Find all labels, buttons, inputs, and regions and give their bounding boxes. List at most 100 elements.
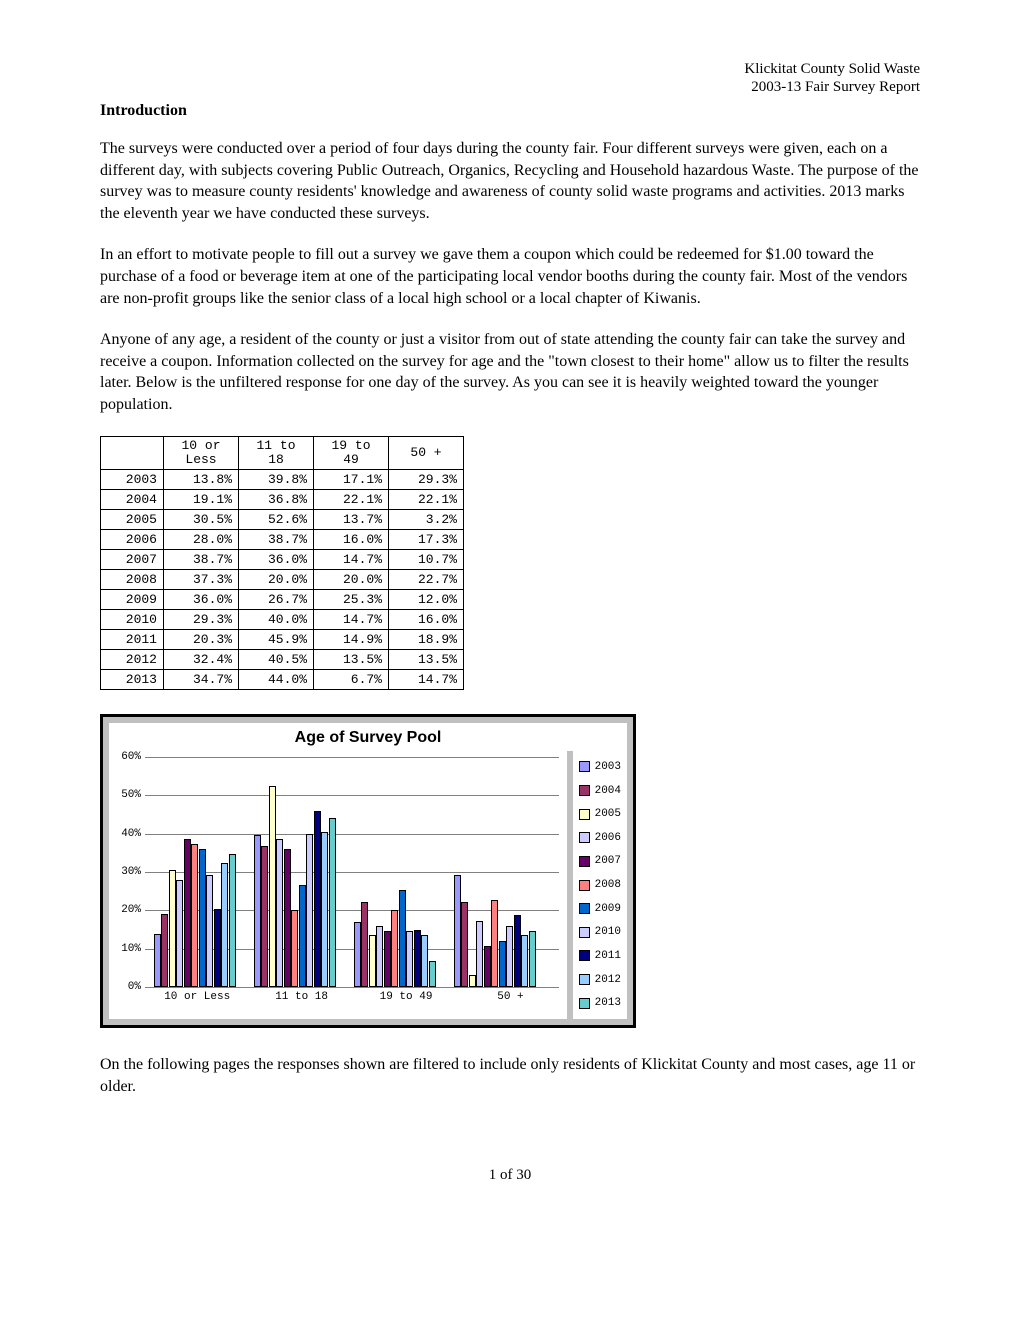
chart-bar — [306, 834, 313, 987]
table-value-cell: 10.7% — [389, 550, 464, 570]
table-value-cell: 6.7% — [314, 670, 389, 690]
chart-bar — [199, 849, 206, 987]
chart-bar — [499, 941, 506, 987]
table-year-cell: 2006 — [101, 530, 164, 550]
table-row: 201029.3%40.0%14.7%16.0% — [101, 610, 464, 630]
chart-bar — [254, 835, 261, 988]
chart-bar — [314, 811, 321, 987]
chart-bar — [176, 880, 183, 987]
table-value-cell: 17.3% — [389, 530, 464, 550]
chart-bar-group — [254, 786, 337, 988]
table-value-cell: 13.7% — [314, 510, 389, 530]
chart-bar-group — [154, 839, 237, 987]
chart-bar — [521, 935, 528, 987]
legend-label: 2006 — [595, 832, 621, 844]
table-value-cell: 12.0% — [389, 590, 464, 610]
table-value-cell: 14.9% — [314, 630, 389, 650]
legend-item: 2003 — [579, 761, 621, 773]
legend-swatch — [579, 809, 590, 820]
chart-ytick: 20% — [111, 904, 141, 916]
legend-swatch — [579, 785, 590, 796]
legend-label: 2012 — [595, 974, 621, 986]
paragraph-1: The surveys were conducted over a period… — [100, 138, 920, 224]
table-year-cell: 2004 — [101, 490, 164, 510]
table-value-cell: 44.0% — [239, 670, 314, 690]
legend-label: 2005 — [595, 808, 621, 820]
table-year-cell: 2003 — [101, 470, 164, 490]
legend-label: 2009 — [595, 903, 621, 915]
chart-bar — [221, 863, 228, 987]
chart-bar — [391, 910, 398, 987]
table-year-cell: 2005 — [101, 510, 164, 530]
table-year-cell: 2009 — [101, 590, 164, 610]
chart-plot-area: 0%10%20%30%40%50%60% — [145, 757, 559, 987]
paragraph-3: Anyone of any age, a resident of the cou… — [100, 329, 920, 415]
legend-item: 2010 — [579, 926, 621, 938]
chart-ytick: 50% — [111, 789, 141, 801]
legend-item: 2011 — [579, 950, 621, 962]
header-line1: Klickitat County Solid Waste — [744, 61, 920, 77]
table-value-cell: 45.9% — [239, 630, 314, 650]
chart-bar — [284, 849, 291, 987]
chart-bar — [329, 818, 336, 987]
legend-item: 2013 — [579, 997, 621, 1009]
legend-label: 2008 — [595, 879, 621, 891]
table-value-cell: 13.5% — [314, 650, 389, 670]
header-line2: 2003-13 Fair Survey Report — [751, 79, 920, 95]
paragraph-4: On the following pages the responses sho… — [100, 1054, 920, 1097]
chart-bar — [484, 946, 491, 987]
legend-item: 2007 — [579, 855, 621, 867]
table-row: 200628.0%38.7%16.0%17.3% — [101, 530, 464, 550]
chart-bar — [376, 926, 383, 987]
legend-label: 2003 — [595, 761, 621, 773]
chart-bar — [276, 839, 283, 987]
table-value-cell: 36.0% — [239, 550, 314, 570]
chart-bar — [154, 934, 161, 987]
table-value-cell: 32.4% — [164, 650, 239, 670]
table-value-cell: 40.0% — [239, 610, 314, 630]
chart-bar — [454, 875, 461, 987]
table-value-cell: 19.1% — [164, 490, 239, 510]
legend-label: 2011 — [595, 950, 621, 962]
table-value-cell: 38.7% — [164, 550, 239, 570]
table-value-cell: 16.0% — [389, 610, 464, 630]
chart-ytick: 60% — [111, 751, 141, 763]
table-value-cell: 22.7% — [389, 570, 464, 590]
chart-bar — [369, 935, 376, 988]
legend-item: 2005 — [579, 808, 621, 820]
table-value-cell: 14.7% — [314, 550, 389, 570]
table-value-cell: 18.9% — [389, 630, 464, 650]
table-value-cell: 36.0% — [164, 590, 239, 610]
table-row: 201334.7%44.0%6.7%14.7% — [101, 670, 464, 690]
chart-xtick: 19 to 49 — [354, 991, 458, 1003]
table-value-cell: 22.1% — [389, 490, 464, 510]
legend-item: 2012 — [579, 974, 621, 986]
chart-bar — [229, 854, 236, 987]
chart-bar — [191, 844, 198, 987]
chart-bar — [161, 914, 168, 987]
chart-bar — [421, 935, 428, 987]
table-value-cell: 13.8% — [164, 470, 239, 490]
legend-label: 2004 — [595, 785, 621, 797]
table-value-cell: 30.5% — [164, 510, 239, 530]
chart-bar — [506, 926, 513, 987]
table-value-cell: 39.8% — [239, 470, 314, 490]
chart-bar — [321, 832, 328, 987]
table-year-cell: 2011 — [101, 630, 164, 650]
chart-bar — [384, 931, 391, 987]
age-chart: Age of Survey Pool 0%10%20%30%40%50%60% … — [100, 714, 636, 1028]
chart-bar — [529, 931, 536, 987]
table-row: 201232.4%40.5%13.5%13.5% — [101, 650, 464, 670]
legend-swatch — [579, 927, 590, 938]
chart-ytick: 30% — [111, 866, 141, 878]
table-row: 200530.5%52.6%13.7%3.2% — [101, 510, 464, 530]
table-header-blank — [101, 436, 164, 470]
legend-swatch — [579, 903, 590, 914]
page-footer: 1 of 30 — [100, 1167, 920, 1184]
legend-swatch — [579, 950, 590, 961]
table-year-cell: 2008 — [101, 570, 164, 590]
table-year-cell: 2012 — [101, 650, 164, 670]
table-value-cell: 34.7% — [164, 670, 239, 690]
table-value-cell: 37.3% — [164, 570, 239, 590]
table-header-col1: 11 to18 — [239, 436, 314, 470]
